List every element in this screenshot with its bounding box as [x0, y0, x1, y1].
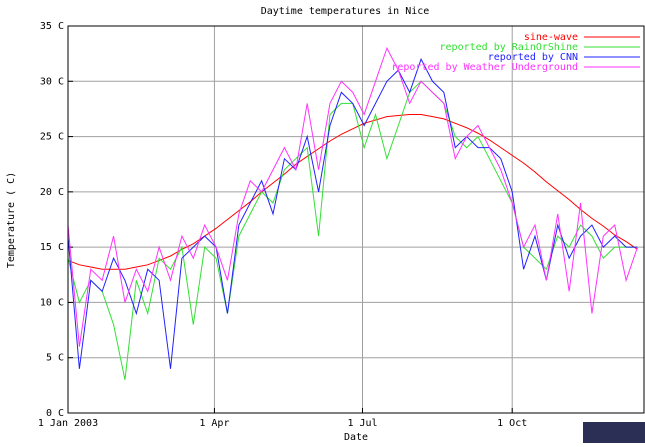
y-tick-label: 30 C: [40, 76, 64, 87]
chart: Daytime temperatures in Nice Date Temper…: [0, 0, 645, 443]
y-tick-label: 10 C: [40, 297, 64, 308]
thumbnail: [583, 422, 645, 443]
plot-frame: [68, 26, 644, 413]
y-tick-label: 25 C: [40, 132, 64, 143]
x-tick-label: 1 Jul: [347, 418, 377, 429]
plot-area: [68, 48, 637, 380]
page: {"chart_data": { "type": "line", "title"…: [0, 0, 645, 443]
x-tick-label: 1 Jan 2003: [38, 418, 98, 429]
y-tick-label: 15 C: [40, 242, 64, 253]
y-tick-label: 5 C: [46, 353, 64, 364]
series-line: [68, 48, 637, 347]
y-tick-label: 20 C: [40, 187, 64, 198]
series-line: [68, 59, 637, 369]
x-tick-label: 1 Apr: [199, 418, 229, 429]
series-line: [68, 81, 637, 380]
y-tick-label: 35 C: [40, 21, 64, 32]
y-axis-label: Temperature ( C): [6, 172, 17, 268]
legend-label: reported by Weather Underground: [391, 62, 578, 73]
x-tick-label: 1 Oct: [497, 418, 527, 429]
x-axis-label: Date: [344, 432, 368, 443]
chart-title: Daytime temperatures in Nice: [261, 6, 430, 17]
